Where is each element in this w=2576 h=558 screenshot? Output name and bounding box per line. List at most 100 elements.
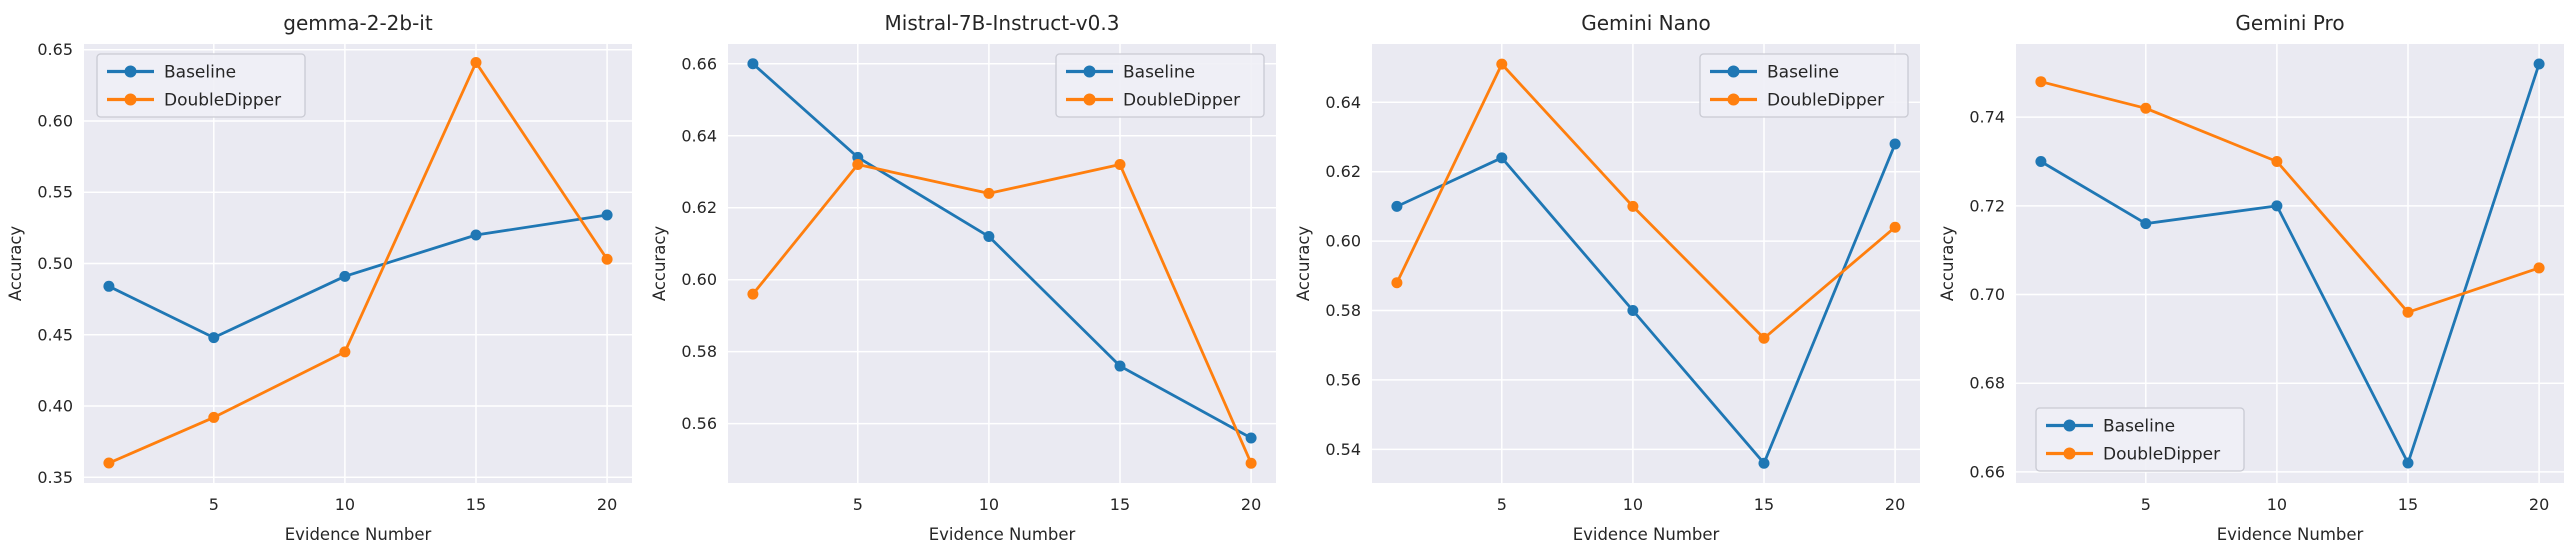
plot-area: 0.66 0.68 0.70 0.72 0.74 5 10 15 20 Baseline Doubl… [1938,11,2564,544]
legend-marker [124,93,137,106]
x-tick-label: 20 [1241,495,1261,514]
data-point-doubledipper [1889,221,1901,233]
data-point-doubledipper [1391,277,1403,289]
legend: Baseline DoubleDipper [1699,53,1909,118]
legend-marker [1727,93,1740,106]
chart-title: Gemini Pro [2235,11,2344,35]
legend-box [1055,53,1265,118]
legend-box [2035,407,2245,472]
plot-area: 0.56 0.58 0.60 0.62 0.64 0.66 5 10 15 20 Baseline D… [650,11,1276,544]
x-axis-label: Evidence Number [2217,525,2364,544]
data-point-doubledipper [339,346,351,358]
y-tick-label: 0.50 [37,254,73,273]
x-tick-label: 5 [209,495,219,514]
x-tick-label: 10 [979,495,999,514]
x-tick-label: 10 [1623,495,1643,514]
legend-label-doubledipper: DoubleDipper [2103,445,2220,465]
data-point-baseline [208,332,220,344]
data-point-doubledipper [2035,76,2047,88]
data-point-doubledipper [2140,102,2152,114]
legend: Baseline DoubleDipper [1055,53,1265,118]
y-tick-label: 0.65 [37,40,73,59]
y-tick-label: 0.66 [681,54,717,73]
y-tick-label: 0.62 [681,198,717,217]
y-tick-label: 0.60 [681,270,717,289]
legend-box [1699,53,1909,118]
legend-label-baseline: Baseline [1767,63,1839,83]
data-point-doubledipper [983,187,995,199]
chart-title: Gemini Nano [1581,11,1711,35]
x-tick-label: 15 [1754,495,1774,514]
data-point-doubledipper [852,159,864,171]
subplot-gemini-nano: 0.54 0.56 0.58 0.60 0.62 0.64 5 10 15 20 Baseline D… [1288,0,1932,558]
legend-marker [124,65,137,78]
legend-marker [2063,447,2076,460]
data-point-baseline [2271,200,2283,212]
y-tick-label: 0.66 [1969,462,2005,481]
x-tick-label: 20 [597,495,617,514]
data-point-doubledipper [103,457,115,469]
legend-label-baseline: Baseline [164,63,236,83]
x-tick-label: 10 [335,495,355,514]
y-tick-label: 0.56 [681,414,717,433]
legend-marker [2063,419,2076,432]
data-point-doubledipper [747,288,759,300]
data-point-baseline [1391,200,1403,212]
legend-label-baseline: Baseline [2103,417,2175,437]
y-tick-label: 0.40 [37,397,73,416]
data-point-doubledipper [601,253,613,265]
data-point-doubledipper [1758,332,1770,344]
data-point-baseline [983,231,995,243]
legend-label-doubledipper: DoubleDipper [164,91,281,111]
data-point-baseline [1889,138,1901,150]
x-axis-label: Evidence Number [285,525,432,544]
legend-marker [1083,65,1096,78]
subplot-mistral-7b-instruct-v0-3: 0.56 0.58 0.60 0.62 0.64 0.66 5 10 15 20 Baseline D… [644,0,1288,558]
x-tick-label: 10 [2267,495,2287,514]
data-point-baseline [1245,432,1257,444]
x-tick-label: 20 [1885,495,1905,514]
x-tick-label: 15 [2398,495,2418,514]
legend-marker [1727,65,1740,78]
data-point-doubledipper [1114,159,1126,171]
y-tick-label: 0.64 [681,126,717,145]
data-point-baseline [2035,156,2047,168]
data-point-doubledipper [2533,262,2545,274]
data-point-baseline [1758,457,1770,469]
data-point-doubledipper [470,57,482,69]
data-point-baseline [470,229,482,241]
plot-area: 0.54 0.56 0.58 0.60 0.62 0.64 5 10 15 20 Baseline D… [1294,11,1920,544]
y-tick-label: 0.68 [1969,374,2005,393]
y-axis-label: Accuracy [650,226,669,302]
data-point-baseline [2140,218,2152,230]
data-point-doubledipper [1496,58,1508,70]
y-tick-label: 0.72 [1969,196,2005,215]
legend-label-doubledipper: DoubleDipper [1123,91,1240,111]
y-tick-label: 0.56 [1325,370,1361,389]
y-tick-label: 0.62 [1325,162,1361,181]
x-axis-label: Evidence Number [1573,525,1720,544]
x-tick-label: 5 [1497,495,1507,514]
chart-title: Mistral-7B-Instruct-v0.3 [885,11,1120,35]
y-tick-label: 0.54 [1325,440,1361,459]
legend-marker [1083,93,1096,106]
data-point-baseline [747,58,759,70]
x-tick-label: 20 [2529,495,2549,514]
data-point-baseline [1627,305,1639,317]
legend-label-doubledipper: DoubleDipper [1767,91,1884,111]
legend-label-baseline: Baseline [1123,63,1195,83]
y-tick-label: 0.60 [1325,232,1361,251]
subplot-gemini-pro: 0.66 0.68 0.70 0.72 0.74 5 10 15 20 Baseline Doubl… [1932,0,2576,558]
legend: Baseline DoubleDipper [96,53,306,118]
x-axis-label: Evidence Number [929,525,1076,544]
y-tick-label: 0.58 [1325,301,1361,320]
data-point-doubledipper [2402,306,2414,318]
y-tick-label: 0.55 [37,183,73,202]
y-tick-label: 0.45 [37,325,73,344]
x-tick-label: 15 [1110,495,1130,514]
x-tick-label: 5 [2141,495,2151,514]
data-point-doubledipper [208,411,220,423]
data-point-baseline [1496,152,1508,164]
plot-area: 0.35 0.40 0.45 0.50 0.55 0.60 0.65 5 10 15 20 Basel… [6,11,632,544]
